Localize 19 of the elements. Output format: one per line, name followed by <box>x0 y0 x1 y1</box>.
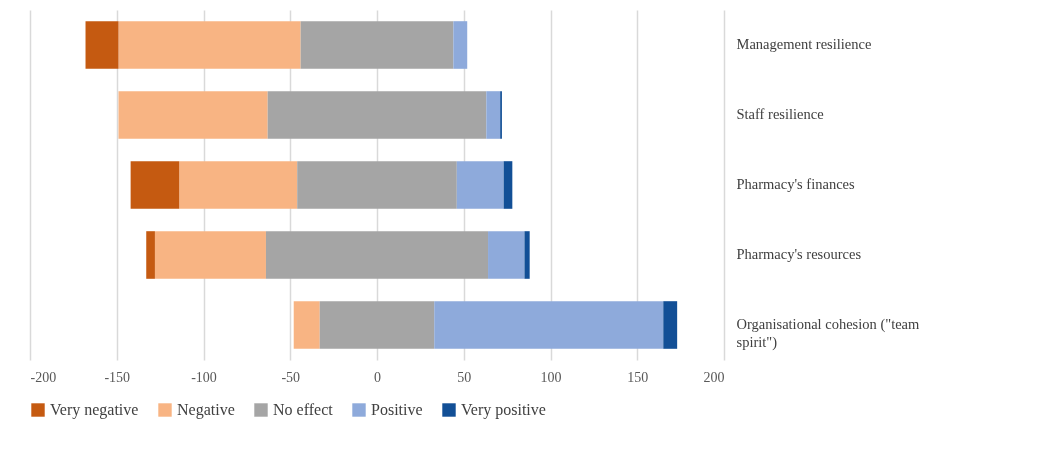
y-tick-label: Organisational cohesion ("team spirit") <box>736 316 921 351</box>
y-tick-label: Management resilience <box>736 36 872 52</box>
x-tick-label: -200 <box>30 369 57 385</box>
x-tick-label: 200 <box>703 369 725 385</box>
legend-label: Negative <box>177 401 235 419</box>
x-tick-label: 100 <box>540 369 562 385</box>
legend-label: Very negative <box>50 401 139 419</box>
x-tick-label: 50 <box>457 369 472 385</box>
x-tick-label: 150 <box>627 369 649 385</box>
x-tick-label: -100 <box>191 369 217 385</box>
legend-label: Very positive <box>461 401 546 419</box>
x-tick-label: -50 <box>281 369 301 385</box>
y-tick-label: Pharmacy's finances <box>736 176 856 192</box>
y-tick-label: Staff resilience <box>736 106 824 122</box>
x-tick-label: 0 <box>374 369 381 385</box>
legend-label: Positive <box>371 401 423 418</box>
y-tick-label: Pharmacy's resources <box>736 246 862 262</box>
x-tick-label: -150 <box>104 369 131 385</box>
legend-label: No effect <box>273 401 334 418</box>
